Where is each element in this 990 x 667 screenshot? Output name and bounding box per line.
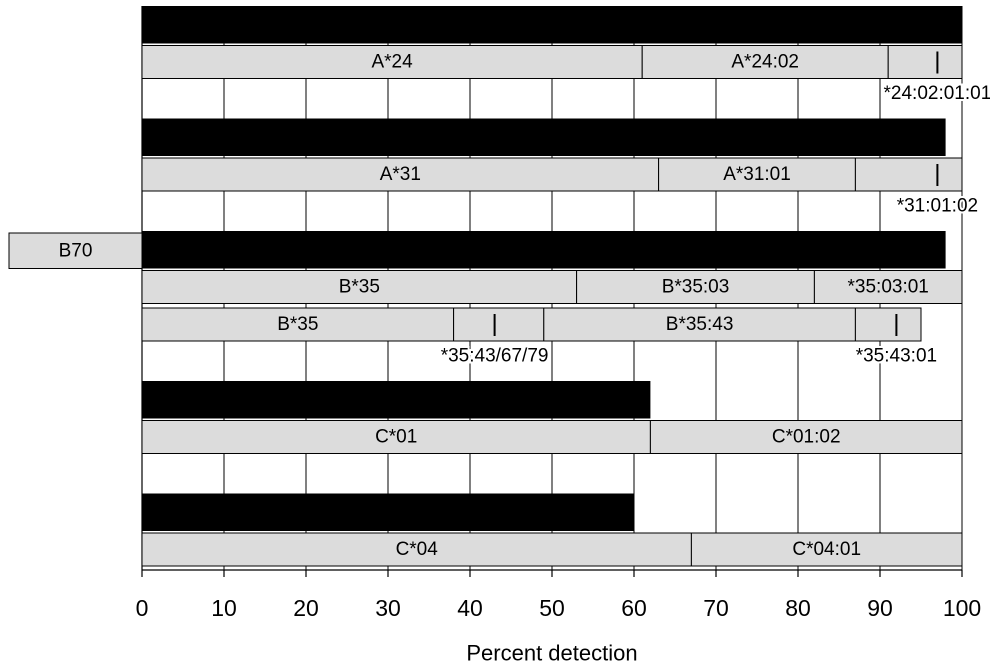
gray-bar (453, 307, 545, 342)
x-tick-label: 20 (293, 595, 319, 621)
bar-label: B*35:03 (662, 277, 730, 298)
annotation-label: *24:02:01:01 (884, 83, 990, 104)
bar-label: B*35 (277, 314, 318, 335)
x-tick-label: 10 (211, 595, 237, 621)
gray-bar (141, 532, 692, 567)
bar-label: B*35:43 (666, 314, 734, 335)
x-tick-label: 90 (867, 595, 893, 621)
gray-bar (141, 270, 578, 304)
gray-bar (813, 270, 963, 304)
b70-bar (8, 232, 143, 269)
bar-label: *35:03:01 (848, 277, 929, 298)
black-bar (142, 231, 946, 269)
bar-label: A*24 (371, 52, 413, 73)
x-tick-label: 50 (539, 595, 565, 621)
bar-label: A24 (535, 14, 569, 35)
gray-bar (887, 45, 963, 79)
x-tick-label: 80 (785, 595, 811, 621)
bar-label: B35 (527, 239, 561, 260)
x-tick-label: 0 (136, 595, 149, 621)
gray-bar (141, 420, 651, 454)
annotation-label: *35:43/67/79 (441, 346, 549, 367)
gray-bar (854, 157, 963, 192)
gray-bar (141, 307, 455, 342)
gray-bar (854, 307, 922, 342)
black-bar (142, 6, 962, 44)
annotation-label: *31:01:02 (897, 196, 978, 217)
x-tick-label: 60 (621, 595, 647, 621)
gray-bar (141, 157, 660, 192)
bar-label: C*04 (396, 539, 439, 560)
gray-bar (543, 307, 856, 342)
bar-label: B*35 (339, 277, 380, 298)
x-tick-label: 40 (457, 595, 483, 621)
annotation-label: *35:43:01 (856, 346, 937, 367)
bar-label: C*01 (375, 427, 417, 448)
bar-label: A*24:02 (731, 52, 799, 73)
bar-label: Cw1 (377, 389, 415, 410)
bar-label: C*04:01 (792, 539, 861, 560)
x-tick-label: 70 (703, 595, 729, 621)
x-tick-label: 100 (943, 595, 981, 621)
gray-bar (690, 532, 963, 567)
black-bar (142, 493, 634, 531)
b70-label: B70 (59, 240, 93, 261)
black-bar (142, 381, 651, 419)
gray-bar (649, 420, 963, 454)
black-bar (142, 118, 946, 156)
bar-label: Cw4 (369, 502, 407, 523)
x-axis-title: Percent detection (466, 641, 637, 666)
x-tick-label: 30 (375, 595, 401, 621)
bar-label: A*31:01 (723, 164, 791, 185)
bar-label: A*31 (380, 164, 421, 185)
bar-label: C*01:02 (772, 427, 841, 448)
bar-label: A31 (527, 127, 561, 148)
